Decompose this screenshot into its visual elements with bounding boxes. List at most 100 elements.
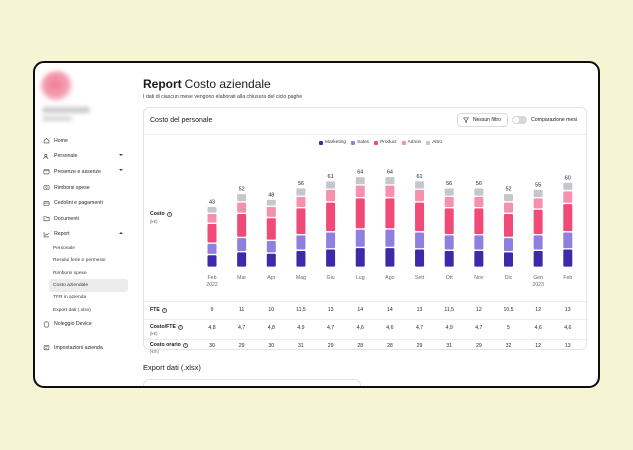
bar-segment-admin[interactable] [385,185,395,198]
bar-segment-sales[interactable] [207,243,217,254]
bar-segment-marketing[interactable] [444,250,454,267]
bar-segment-product[interactable] [326,202,336,232]
bar-segment-product[interactable] [296,208,306,234]
info-icon[interactable]: i [177,324,183,330]
bar-segment-admin[interactable] [326,189,336,202]
bar-segment-marketing[interactable] [385,248,395,267]
legend-item: Marketing [319,140,346,145]
sidebar-subitem[interactable]: Residui ferie e permessi [53,258,106,264]
x-tick-label: 2023 [532,282,544,288]
bar-segment-altro[interactable] [355,177,365,185]
sidebar-subitem[interactable]: Rimborsi spese [53,270,87,276]
bar-segment-product[interactable] [563,204,573,232]
bar-segment-sales[interactable] [415,232,425,249]
x-tick-label: Nov [474,275,484,281]
bar-segment-admin[interactable] [237,202,247,213]
bar-segment-altro[interactable] [296,188,306,196]
app-window: Home Personale Presenze e assenze Rimborsi … [33,61,600,388]
bar-segment-altro[interactable] [266,199,276,206]
sidebar-item-documenti[interactable]: Documenti [35,211,131,227]
bar-segment-altro[interactable] [444,188,454,196]
bar-segment-product[interactable] [385,198,395,229]
sidebar-item-label: Personale [54,153,78,160]
sidebar-nav: Home Personale Presenze e assenze Rimborsi … [35,133,131,356]
bar-segment-sales[interactable] [563,232,573,249]
chevron-down-icon[interactable] [119,153,123,156]
sidebar-item-rimborsi-spese[interactable]: Rimborsi spese [35,180,131,196]
bar-segment-altro[interactable] [207,206,217,213]
bar-segment-product[interactable] [266,218,276,240]
bar-segment-sales[interactable] [474,235,484,250]
bar-segment-altro[interactable] [415,181,425,189]
sidebar-item-cedolini-e-pagamenti[interactable]: Cedolini e pagamenti [35,195,131,211]
bar-segment-sales[interactable] [444,235,454,250]
bar-segment-marketing[interactable] [326,249,336,267]
bar-segment-admin[interactable] [207,214,217,223]
bar-segment-product[interactable] [355,198,365,229]
sidebar-item-presenze-e-assenze[interactable]: Presenze e assenze [35,164,131,180]
legend-item: Product [374,140,397,145]
sidebar-item-noleggio-device[interactable]: Noleggio Device [35,317,131,333]
chart-icon [43,231,50,238]
bar-segment-altro[interactable] [237,194,247,202]
sidebar-item-impostazioni-azienda[interactable]: Impostazioni azienda [35,340,131,356]
bar-segment-product[interactable] [533,209,543,234]
bar-segment-admin[interactable] [355,185,365,198]
bar-segment-marketing[interactable] [237,252,247,267]
bar-segment-sales[interactable] [533,235,543,250]
bar-segment-marketing[interactable] [504,252,513,267]
bar-segment-admin[interactable] [563,191,573,203]
cell-fte: 14 [357,307,364,313]
bar-segment-altro[interactable] [563,182,573,190]
bar-segment-admin[interactable] [415,189,425,202]
sidebar-item-personale[interactable]: Personale [35,149,131,165]
chevron-down-icon[interactable] [119,169,123,172]
filter-button[interactable]: Nessun filtro [457,113,508,127]
bar-segment-product[interactable] [444,208,454,234]
info-icon[interactable]: i [161,307,167,313]
bar-segment-marketing[interactable] [355,248,365,267]
bar-segment-altro[interactable] [326,181,336,189]
info-icon[interactable]: i [182,342,188,348]
sidebar-item-home[interactable]: Home [35,133,131,149]
sidebar-subitem[interactable]: TFR in azienda [53,295,87,301]
compare-months-toggle[interactable] [512,116,527,124]
bar-segment-marketing[interactable] [296,250,306,267]
bar-segment-marketing[interactable] [533,250,543,267]
bar-segment-admin[interactable] [444,197,454,207]
bar-segment-sales[interactable] [296,235,306,250]
bar-segment-admin[interactable] [504,202,513,213]
x-tick-label: Apr [267,275,275,281]
bar-segment-admin[interactable] [533,198,543,209]
bar-segment-sales[interactable] [266,241,276,253]
bar-segment-altro[interactable] [385,177,395,185]
bar-segment-product[interactable] [415,202,425,232]
sidebar-subitem[interactable]: Personale [53,245,76,251]
bar-segment-altro[interactable] [533,189,543,198]
bar-segment-sales[interactable] [326,232,336,249]
bar-segment-admin[interactable] [296,197,306,207]
sidebar-item-report[interactable]: Report [35,227,131,243]
bar-segment-product[interactable] [474,208,484,234]
bar-segment-sales[interactable] [355,229,365,247]
chevron-up-icon[interactable] [119,231,123,234]
sidebar-subitem[interactable]: Costo aziendale [49,279,128,292]
bar-segment-product[interactable] [207,223,217,243]
bar-segment-marketing[interactable] [563,249,573,267]
bar-segment-altro[interactable] [504,194,513,202]
x-tick-label: Ago [385,275,394,281]
bar-segment-admin[interactable] [474,197,484,207]
bar-segment-product[interactable] [237,214,247,237]
bar-segment-sales[interactable] [504,238,513,251]
bar-segment-marketing[interactable] [207,255,217,267]
info-icon[interactable]: i [166,211,172,217]
sidebar-subitem[interactable]: Export dati (.xlsx) [53,307,91,313]
bar-segment-sales[interactable] [385,229,395,247]
bar-segment-admin[interactable] [266,206,276,217]
bar-segment-marketing[interactable] [266,253,276,267]
bar-segment-product[interactable] [504,214,513,237]
bar-segment-marketing[interactable] [474,250,484,267]
bar-segment-altro[interactable] [474,188,484,196]
bar-segment-marketing[interactable] [415,249,425,267]
bar-segment-sales[interactable] [237,238,247,251]
